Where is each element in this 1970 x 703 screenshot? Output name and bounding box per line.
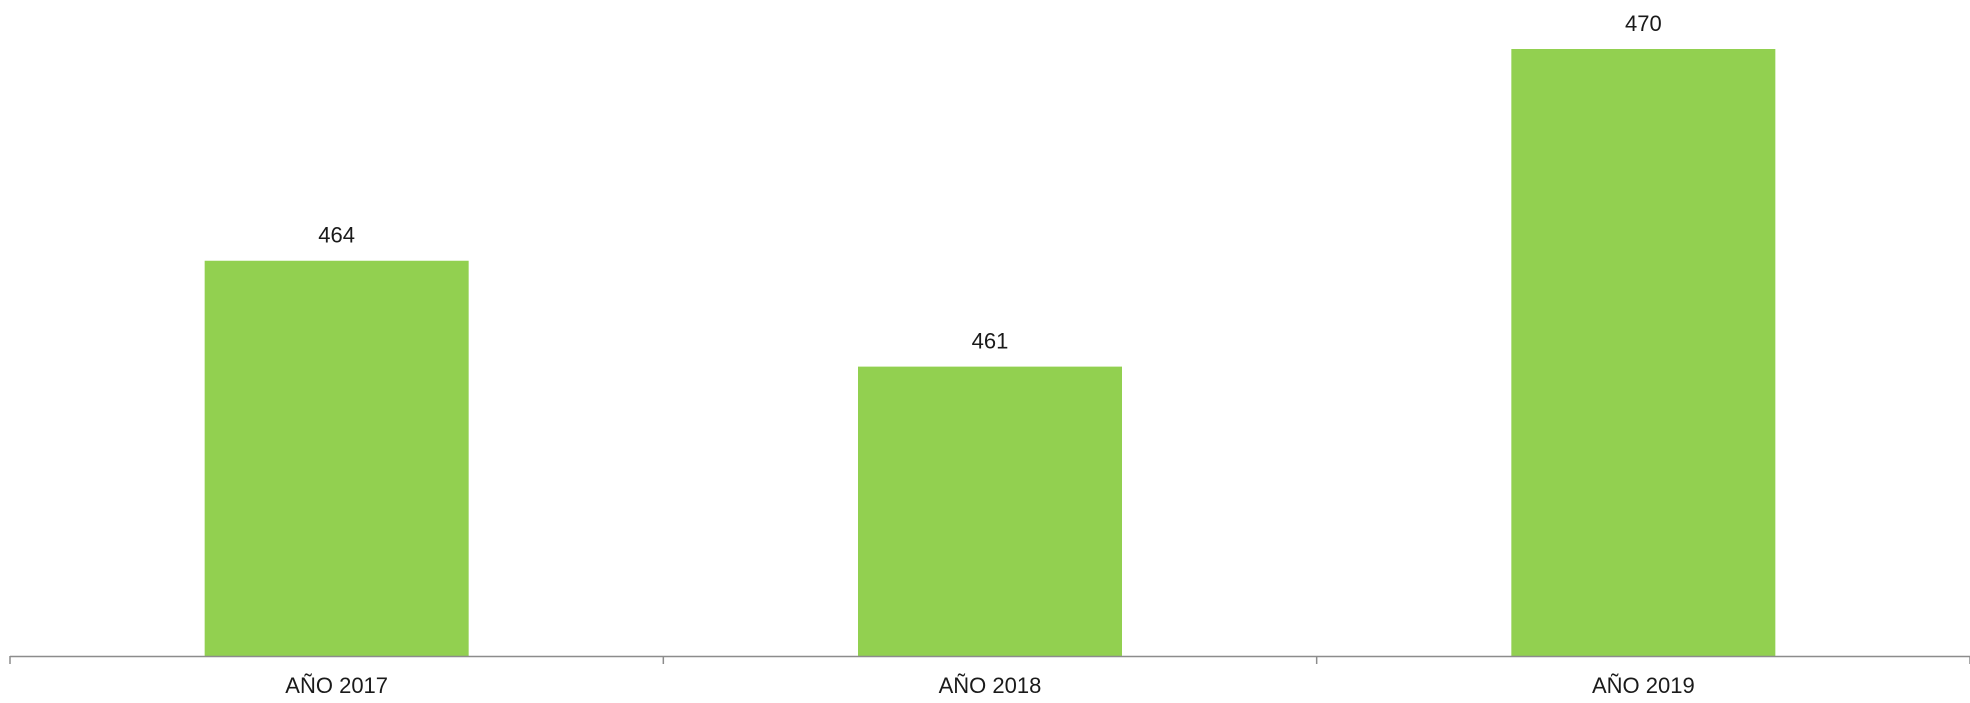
x-tick-label-1: AÑO 2017 [285,673,388,698]
data-label-3: 470 [1625,11,1662,36]
x-tick-label-3: AÑO 2019 [1592,673,1695,698]
bar-2 [858,366,1122,656]
data-labels-layer: 464 AÑO 2017 461 AÑO 2018 470 AÑO 2019 [285,11,1694,698]
x-axis [9,655,1970,664]
data-label-2: 461 [972,329,1009,354]
bars-layer [204,49,1776,656]
bar-1 [204,260,469,656]
bar-3 [1511,49,1776,656]
data-label-1: 464 [318,223,355,248]
x-tick-label-2: AÑO 2018 [939,673,1042,698]
